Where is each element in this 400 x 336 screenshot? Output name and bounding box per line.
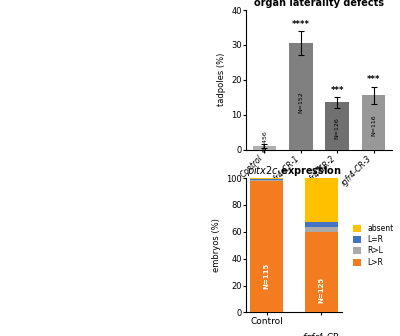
Bar [305,222,338,227]
Bar [250,180,283,181]
Bar [250,181,283,312]
Text: ***: *** [330,86,344,95]
Legend: absent, L=R, R>L, L>R: absent, L=R, R>L, L>R [354,224,394,267]
Text: N=115: N=115 [264,262,270,289]
Bar [325,102,349,150]
Bar [305,227,338,232]
Bar [250,178,283,179]
Text: N=456: N=456 [262,130,267,152]
Text: ***: *** [367,75,380,84]
Y-axis label: embryos (%): embryos (%) [212,218,220,272]
Bar [305,178,338,222]
Text: $fgfr4$ CR: $fgfr4$ CR [302,331,340,336]
Text: N=152: N=152 [298,91,303,113]
Title: $pitx2c$ expression: $pitx2c$ expression [247,164,341,178]
Bar [289,43,313,150]
Bar [253,146,276,150]
Y-axis label: tadpoles (%): tadpoles (%) [217,53,226,107]
Text: N=125: N=125 [318,277,324,303]
Text: ***: *** [314,166,328,175]
Bar [305,232,338,312]
Text: ****: **** [292,19,310,29]
Text: N=126: N=126 [335,118,340,139]
Title: organ laterality defects: organ laterality defects [254,0,384,8]
Bar [250,179,283,180]
Bar [362,95,385,150]
Text: N=116: N=116 [371,114,376,136]
